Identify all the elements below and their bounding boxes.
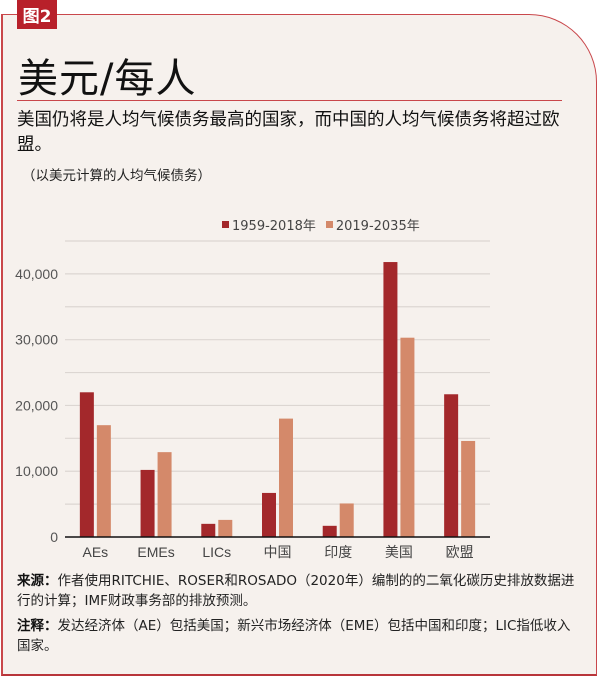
x-tick-label: EMEs	[137, 544, 174, 560]
bar-chart: 0 10,000 20,000 30,000 40,000 AEs EMEs LICs 中国 印度…	[15, 240, 490, 560]
y-tick-label: 20,000	[15, 397, 58, 413]
notes: 来源：作者使用RITCHIE、ROSER和ROSADO（2020年）编制的的二氧…	[17, 571, 577, 661]
bar-2019-2035	[279, 418, 293, 537]
bar-1959-2018	[444, 394, 459, 537]
legend-swatch	[325, 221, 333, 228]
bar-1959-2018	[262, 492, 276, 537]
bar-2019-2035	[400, 337, 415, 537]
bar-2019-2035	[339, 503, 354, 537]
bar-2019-2035	[157, 452, 172, 537]
bar-1959-2018	[140, 469, 155, 537]
bar-1959-2018	[322, 525, 337, 537]
bar-2019-2035	[96, 425, 111, 537]
x-tick-label: 中国	[264, 544, 292, 560]
source-note: 来源：作者使用RITCHIE、ROSER和ROSADO（2020年）编制的的二氧…	[17, 573, 575, 609]
figure-tag: 图2	[17, 0, 57, 29]
legend: 1959-2018年 2019-2035年	[222, 215, 420, 234]
x-tick-label: 欧盟	[446, 544, 474, 560]
chart-title: 美元/每人	[18, 56, 197, 102]
x-tick-label: AEs	[83, 544, 109, 560]
figure-frame	[1, 14, 597, 676]
title-divider	[17, 100, 562, 101]
bar-1959-2018	[79, 392, 94, 537]
y-tick-label: 30,000	[15, 332, 58, 348]
legend-item-1959-2018: 1959-2018年	[222, 215, 316, 234]
x-tick-label: 印度	[324, 544, 352, 560]
bar-2019-2035	[218, 519, 233, 537]
footnote: 注释：发达经济体（AE）包括美国；新兴市场经济体（EME）包括中国和印度；LIC…	[17, 618, 571, 654]
chart-subtitle: 美国仍将是人均气候债务最高的国家，而中国的人均气候债务将超过欧盟。	[17, 110, 560, 155]
x-tick-label: 美国	[385, 544, 413, 560]
y-tick-label: 40,000	[15, 266, 58, 282]
x-tick-label: LICs	[202, 544, 231, 560]
bar-1959-2018	[383, 262, 398, 537]
legend-item-2019-2035: 2019-2035年	[325, 215, 420, 234]
y-tick-label: 0	[50, 529, 58, 545]
bar-2019-2035	[461, 440, 476, 537]
y-tick-label: 10,000	[15, 463, 58, 479]
unit-note: （以美元计算的人均气候债务）	[22, 168, 211, 184]
legend-swatch	[222, 221, 229, 228]
bar-1959-2018	[201, 523, 216, 537]
